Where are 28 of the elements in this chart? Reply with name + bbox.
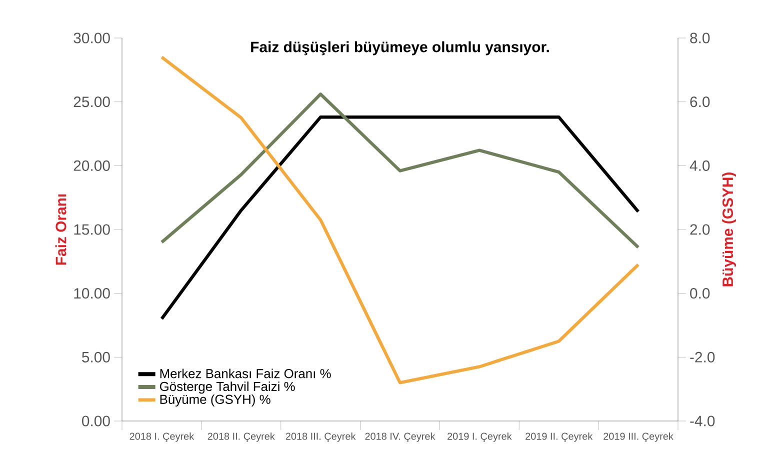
y2-tick-label: 6.0 (690, 96, 710, 108)
legend-label: Büyüme (GSYH) % (160, 394, 270, 407)
chart-title: Faiz düşüşleri büyümeye olumlu yansıyor. (251, 41, 549, 56)
y-tick-label: 15.00 (74, 224, 110, 235)
x-tick-label: 2019 III. Çeyrek (604, 432, 674, 442)
x-tick-label: 2018 II. Çeyrek (208, 432, 275, 442)
x-tick-label: 2019 II. Çeyrek (526, 432, 593, 442)
legend-label: Gösterge Tahvil Faizi % (160, 382, 295, 394)
y-tick-label: 25.00 (74, 96, 110, 108)
y2-tick-label: -4.0 (690, 416, 715, 426)
legend-label: Merkez Bankası Faiz Oranı % (160, 368, 331, 378)
line-series (160, 92, 640, 249)
y2-tick-label: 4.0 (690, 160, 710, 171)
y-tick-label: 30.00 (74, 32, 110, 44)
y-axis-title: Faiz Oranı (55, 194, 66, 265)
x-tick-label: 2018 III. Çeyrek (286, 432, 356, 442)
x-tick-label: 2018 I. Çeyrek (130, 432, 194, 442)
x-tick-label: 2018 IV. Çeyrek (365, 432, 436, 442)
y-tick-label: 20.00 (74, 160, 110, 171)
y2-axis-title: Büyüme (GSYH) (722, 172, 736, 286)
y-tick-label: 5.00 (82, 352, 110, 362)
y-tick-label: 10.00 (74, 288, 110, 299)
y2-tick-label: -2.0 (690, 352, 715, 362)
y-tick-label: 0.00 (82, 416, 110, 426)
y2-tick-label: 0.0 (690, 288, 710, 299)
y2-tick-label: 8.0 (690, 32, 710, 44)
y2-tick-label: 2.0 (690, 224, 710, 235)
x-tick-label: 2019 I. Çeyrek (448, 432, 512, 442)
